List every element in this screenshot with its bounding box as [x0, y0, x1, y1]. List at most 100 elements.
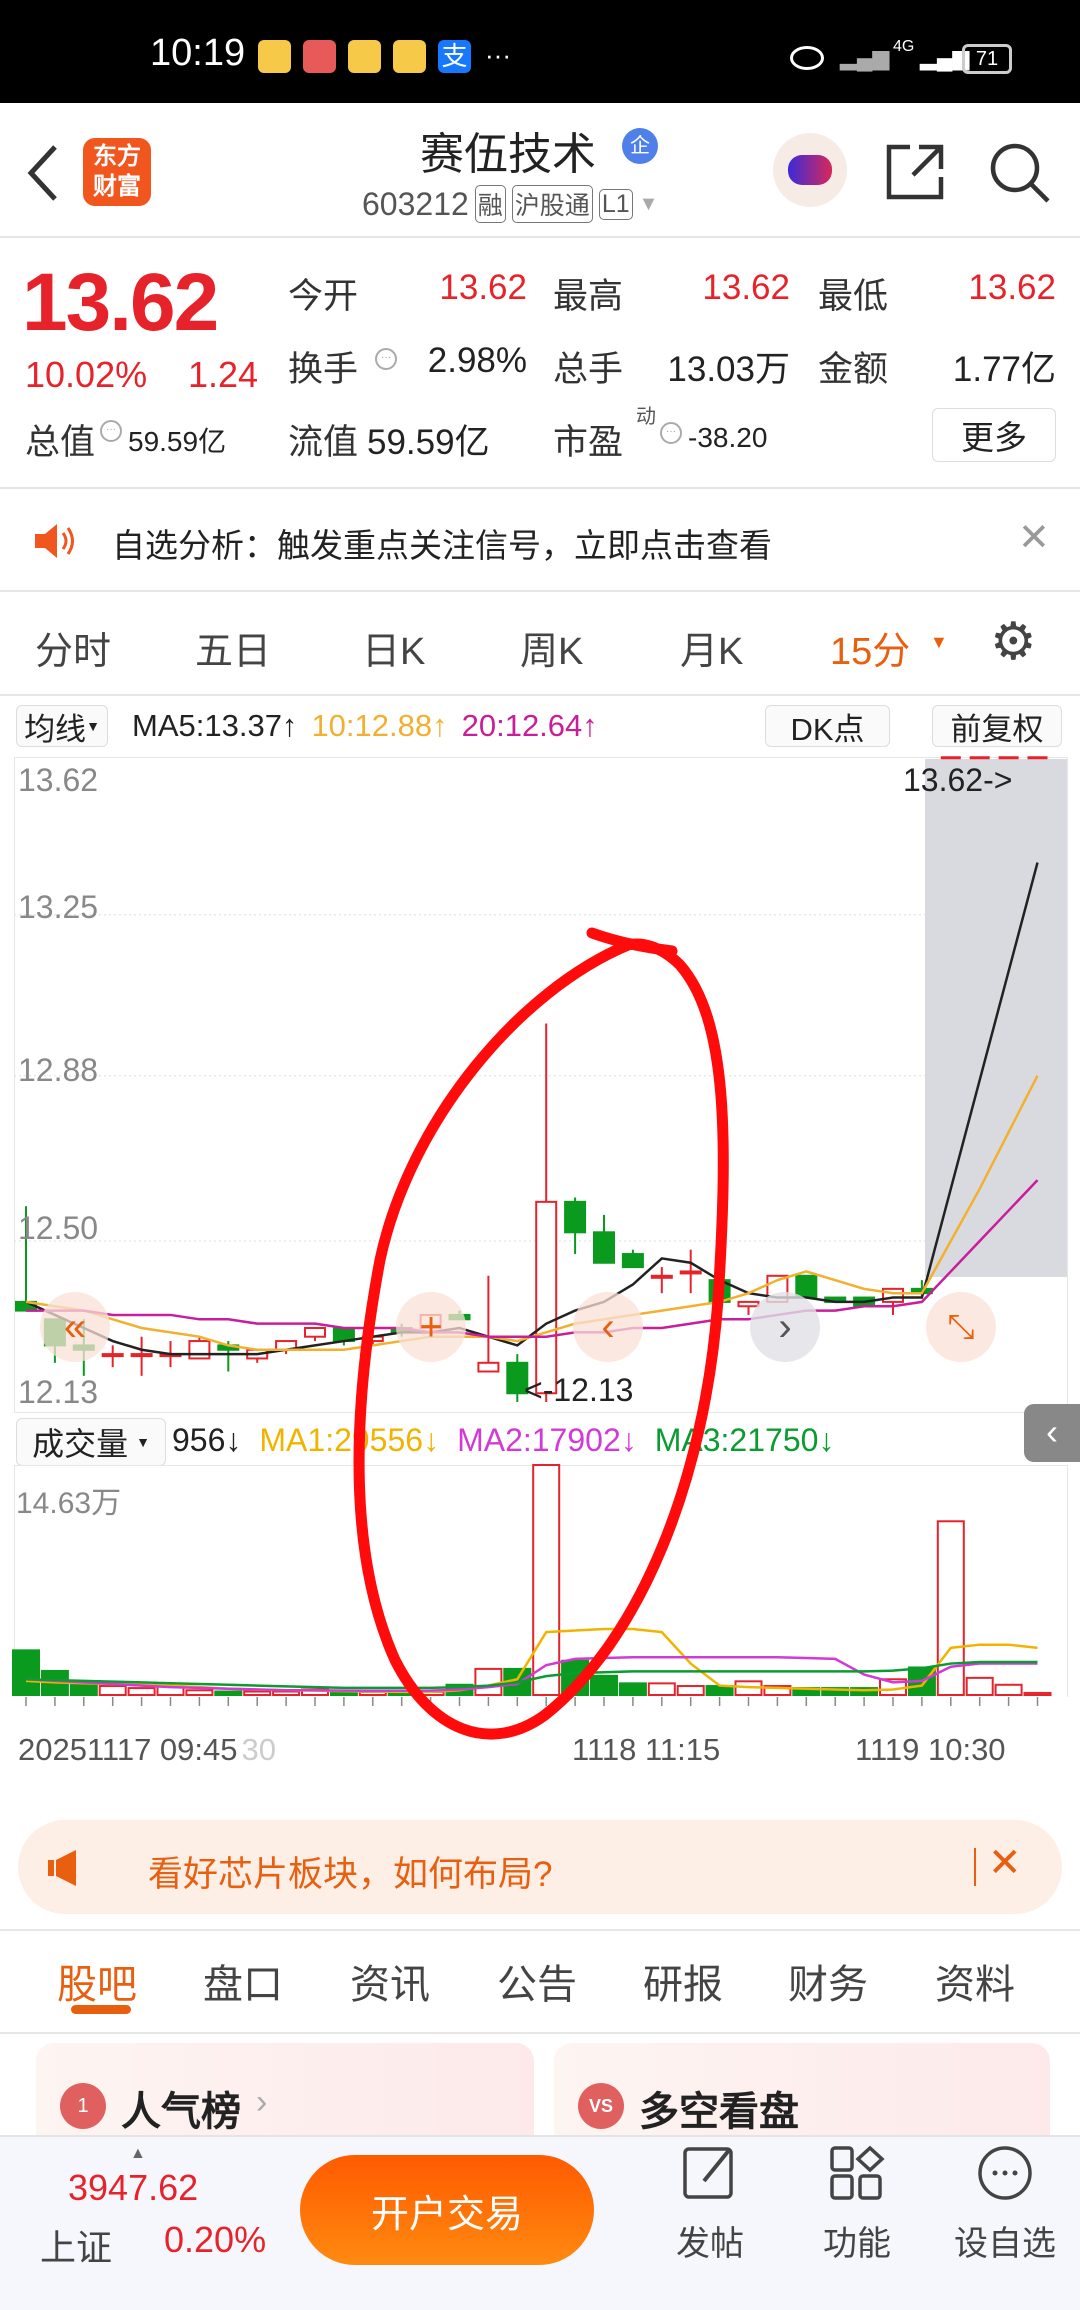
volume-bar: [243, 1690, 272, 1697]
popularity-card[interactable]: 1 人气榜 ›: [36, 2043, 534, 2138]
ranking-icon: 1: [60, 2083, 106, 2129]
more-circle-icon: [978, 2146, 1032, 2200]
adjust-button[interactable]: 前复权: [932, 705, 1062, 747]
x-axis-start: 20251117 09:45: [18, 1732, 238, 1767]
tab-five-day[interactable]: 五日: [195, 631, 272, 673]
huawei-store-icon: [303, 40, 336, 73]
info-icon[interactable]: ···: [660, 422, 682, 444]
share-icon[interactable]: [885, 141, 947, 203]
indicator-selector-label: 成交量: [32, 1426, 129, 1462]
divider: [0, 694, 1080, 696]
index-name[interactable]: 上证: [40, 2227, 113, 2268]
back-icon[interactable]: [25, 143, 61, 203]
volume-bar: [532, 1464, 561, 1696]
tab-weekly-k[interactable]: 周K: [520, 631, 584, 673]
hk-connect-tag: 沪股通: [511, 185, 593, 223]
low-price-marker: <-12.13: [524, 1372, 634, 1408]
app-header: 东方财富 赛伍技术 企 603212 融 沪股通 L1 ▼: [0, 103, 1080, 237]
ma-selector[interactable]: 均线 ▼: [16, 705, 108, 747]
collapse-panel-icon[interactable]: ‹: [1024, 1404, 1080, 1462]
info-icon[interactable]: ···: [100, 420, 122, 442]
notice-text: 自选分析：触发重点关注信号，立即点击查看: [112, 527, 772, 564]
candle-body: [593, 1231, 615, 1264]
amount-value: 1.77亿: [952, 350, 1056, 389]
status-bar: 10:19 支 ··· ▂▄▆ 4G ▂▄▆ 71: [0, 0, 1080, 103]
scroll-left-fast-icon[interactable]: «: [40, 1292, 110, 1362]
change-percent: 10.02%: [25, 354, 148, 395]
candle-body: [130, 1353, 153, 1358]
tab-15min[interactable]: 15分: [830, 631, 911, 673]
card-title: 人气榜: [121, 2090, 241, 2134]
tab-announcements[interactable]: 公告: [497, 1963, 577, 2007]
open-account-trade-button[interactable]: 开户交易: [300, 2155, 594, 2265]
x-axis-start-suffix: 30: [241, 1732, 276, 1767]
network-type: 4G: [893, 38, 915, 55]
bull-bear-card[interactable]: VS 多空看盘: [554, 2043, 1050, 2138]
scroll-left-icon[interactable]: ‹: [573, 1292, 643, 1362]
info-icon[interactable]: ···: [375, 348, 397, 370]
indicator-selector[interactable]: 成交量 ▼: [16, 1418, 166, 1466]
tab-financials[interactable]: 财务: [788, 1963, 868, 2007]
tab-research[interactable]: 研报: [643, 1963, 723, 2007]
volume-bar: [763, 1685, 792, 1696]
enterprise-badge: 企: [622, 128, 658, 164]
amount-label: 金额: [818, 350, 889, 389]
last-price-label: 13.62->: [903, 762, 1013, 798]
volume-label: 总手: [553, 350, 624, 389]
pe-value: -38.20: [688, 422, 768, 453]
volume-current: 956↓: [172, 1422, 242, 1458]
level-tag: L1: [598, 188, 633, 220]
tab-order-book[interactable]: 盘口: [203, 1963, 283, 2007]
close-icon[interactable]: ✕: [1018, 517, 1050, 559]
bottom-bar: ▲ 3947.62 上证 0.20% 开户交易 发帖 功能 设自选: [0, 2135, 1080, 2310]
tab-daily-k[interactable]: 日K: [362, 631, 426, 673]
high-value: 13.62: [702, 268, 790, 307]
vol-ma1: MA1:29556↓: [259, 1422, 440, 1458]
divider: [0, 487, 1080, 489]
index-value[interactable]: 3947.62: [68, 2167, 199, 2208]
tab-intraday[interactable]: 分时: [35, 631, 112, 673]
up-arrow-icon: ▲: [130, 2145, 146, 2162]
volume-legend: 956↓ MA1:29556↓ MA2:17902↓ MA3:21750↓: [172, 1422, 1017, 1459]
candle-body: [679, 1270, 702, 1275]
notice-bar[interactable]: 自选分析：触发重点关注信号，立即点击查看 ✕: [0, 489, 1080, 589]
candle-body: [650, 1274, 673, 1279]
functions-button[interactable]: 功能: [802, 2145, 912, 2265]
active-tab-indicator: [71, 2005, 131, 2014]
kline-chart[interactable]: [14, 757, 1068, 1413]
volume-bar: [965, 1676, 994, 1697]
dk-point-button[interactable]: DK点: [765, 705, 890, 747]
promo-banner[interactable]: 看好芯片板块，如何布局? ✕: [18, 1820, 1062, 1914]
ma-legend: MA5:13.37↑ 10:12.88↑ 20:12.64↑: [132, 708, 757, 744]
divider: [0, 590, 1080, 592]
divider: [0, 236, 1080, 238]
more-button[interactable]: 更多: [932, 408, 1056, 462]
open-label: 今开: [288, 277, 359, 316]
ma20-value: 20:12.64↑: [461, 708, 598, 743]
volume-bar: [994, 1683, 1023, 1696]
tab-monthly-k[interactable]: 月K: [680, 631, 744, 673]
search-icon[interactable]: [988, 141, 1052, 205]
post-button[interactable]: 发帖: [655, 2145, 765, 2265]
gear-icon[interactable]: ⚙: [990, 613, 1037, 671]
tab-profile[interactable]: 资料: [935, 1963, 1015, 2007]
x-axis-end: 1119 10:30: [855, 1732, 1006, 1767]
dropdown-icon[interactable]: ▼: [638, 192, 659, 215]
low-value: 13.62: [968, 268, 1056, 307]
close-icon[interactable]: ✕: [988, 1841, 1022, 1885]
vol-ma2: MA2:17902↓: [457, 1422, 637, 1458]
tab-forum[interactable]: 股吧: [57, 1963, 137, 2007]
grid-icon: [830, 2145, 885, 2200]
add-watchlist-button[interactable]: 设自选: [950, 2145, 1060, 2265]
dropdown-icon[interactable]: ▼: [930, 632, 948, 652]
expand-icon[interactable]: ⤡: [926, 1292, 996, 1362]
divider: [0, 1929, 1080, 1931]
volume-max-label: 14.63万: [16, 1487, 122, 1520]
assistant-avatar[interactable]: [773, 133, 847, 207]
eastmoney-logo[interactable]: 东方财富: [83, 138, 151, 206]
scroll-right-icon[interactable]: ›: [750, 1292, 820, 1362]
index-change[interactable]: 0.20%: [164, 2219, 267, 2260]
crosshair-icon[interactable]: +: [396, 1292, 466, 1362]
ma10-value: 10:12.88↑: [311, 708, 448, 743]
tab-news[interactable]: 资讯: [350, 1963, 430, 2007]
